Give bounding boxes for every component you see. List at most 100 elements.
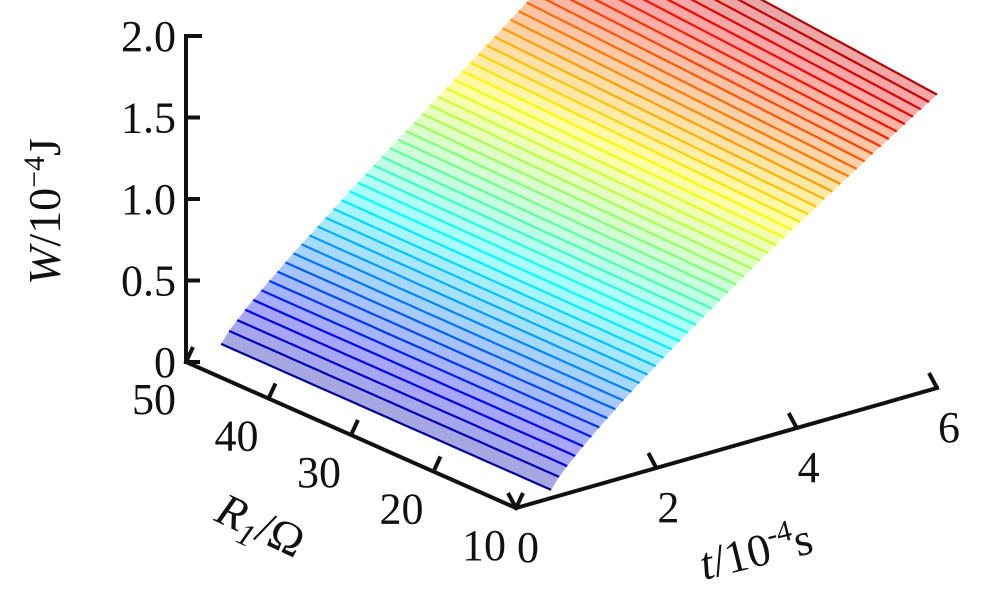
surface-patch	[605, 311, 631, 327]
surface-patch	[821, 48, 847, 66]
surface-patch	[459, 395, 485, 413]
surface-patch	[540, 354, 566, 371]
surface-mesh-line	[421, 112, 753, 270]
surface-patch	[588, 279, 614, 296]
surface-patch	[764, 54, 790, 72]
surface-patch	[513, 184, 538, 201]
surface-patch	[551, 0, 576, 11]
surface-patch	[830, 41, 855, 58]
surface-patch	[514, 257, 540, 274]
surface-patch	[618, 126, 644, 143]
surface-patch	[693, 174, 718, 191]
surface-patch	[481, 242, 507, 259]
x-axis-line	[513, 385, 940, 511]
surface-patch	[539, 281, 565, 298]
surface-patch	[635, 134, 660, 151]
surface-patch	[588, 255, 613, 272]
surface-patch	[374, 181, 399, 198]
surface-patch	[310, 277, 335, 294]
surface-patch	[561, 110, 586, 127]
surface-patch	[480, 169, 505, 186]
surface-patch	[417, 312, 442, 329]
surface-patch	[565, 353, 590, 370]
surface-patch	[487, 111, 513, 128]
surface-patch	[384, 322, 410, 340]
surface-patch	[528, 94, 553, 111]
surface-patch	[451, 404, 477, 423]
surface-patch	[645, 270, 671, 286]
surface-mesh-line	[220, 342, 552, 491]
surface-patch	[511, 86, 537, 103]
surface-patch	[576, 19, 601, 36]
surface-patch	[723, 45, 749, 62]
surface-patch	[673, 0, 699, 12]
surface-patch	[540, 330, 566, 347]
surface-patch	[438, 88, 463, 105]
surface-patch	[301, 235, 326, 252]
surface-patch	[399, 205, 424, 222]
surface-patch	[637, 254, 662, 270]
surface-patch	[573, 320, 598, 337]
surface-patch	[581, 312, 606, 328]
surface-mesh-line	[642, 0, 898, 133]
surface-patch	[719, 268, 744, 285]
surface-patch	[576, 44, 602, 61]
surface-patch	[536, 86, 561, 103]
surface-patch	[465, 259, 491, 276]
surface-patch	[341, 191, 367, 208]
surface-patch	[448, 227, 474, 244]
surface-patch	[479, 120, 505, 137]
y-tick-label: 30	[297, 448, 341, 497]
surface-patch	[625, 44, 651, 61]
surface-patch	[670, 293, 696, 309]
surface-patch	[626, 118, 652, 135]
surface-patch	[662, 277, 687, 294]
surface-patch	[783, 206, 809, 223]
surface-patch	[530, 241, 556, 257]
surface-patch	[629, 262, 654, 279]
surface-patch	[887, 84, 913, 101]
surface-patch	[302, 286, 327, 303]
surface-patch	[601, 93, 627, 110]
surface-patch	[735, 253, 761, 269]
surface-patch	[496, 152, 522, 169]
surface-patch	[666, 27, 691, 45]
surface-patch	[596, 223, 621, 239]
surface-patch	[504, 144, 530, 161]
surface-patch	[301, 260, 327, 278]
surface-patch	[715, 28, 740, 46]
surface-mesh-line	[381, 155, 713, 310]
surface-patch	[415, 188, 440, 205]
surface-patch	[366, 215, 392, 232]
z-tick-label: 2.0	[121, 12, 176, 61]
surface-patch	[457, 268, 483, 285]
surface-patch	[491, 307, 516, 324]
surface-patch	[805, 64, 831, 81]
surface-patch	[384, 297, 409, 314]
surface-patch	[608, 10, 634, 28]
surface-patch	[350, 232, 376, 249]
surface-patch	[578, 167, 604, 184]
surface-patch	[773, 95, 799, 112]
surface-patch	[709, 182, 735, 198]
surface-patch	[847, 98, 872, 115]
surface-patch	[568, 77, 594, 94]
surface-patch	[586, 134, 611, 151]
surface-patch	[538, 208, 563, 225]
surface-patch	[702, 213, 727, 230]
surface-patch	[357, 174, 383, 191]
surface-patch	[505, 193, 530, 210]
surface-patch	[521, 200, 547, 217]
surface-mesh-line	[736, 0, 930, 103]
surface-patch	[709, 158, 734, 175]
surface-patch	[741, 102, 766, 119]
surface-patch	[374, 206, 400, 223]
surface-patch	[571, 199, 596, 216]
surface-patch	[626, 93, 651, 110]
surface-patch	[670, 245, 695, 262]
surface-patch	[400, 279, 425, 296]
surface-patch	[797, 23, 822, 40]
surface-patch	[471, 128, 497, 145]
surface-patch	[286, 305, 311, 322]
y-axis-title: R1/Ω	[205, 482, 313, 573]
